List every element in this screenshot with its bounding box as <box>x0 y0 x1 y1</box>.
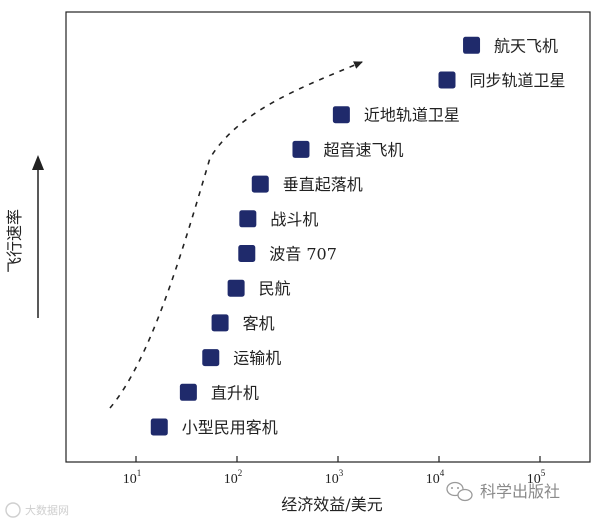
watermark-left: 大数据网 <box>5 502 69 518</box>
data-point: 直升机 <box>179 383 259 402</box>
point-marker <box>179 383 197 401</box>
point-marker <box>332 106 350 124</box>
point-marker <box>227 279 245 297</box>
point-marker <box>211 314 229 332</box>
point-label: 超音速飞机 <box>323 140 403 159</box>
point-marker <box>202 349 220 367</box>
point-label: 垂直起落机 <box>283 175 363 194</box>
data-points: 小型民用客机 直升机 运输机 客机 民航 波音 707 战斗机 垂直起落机 超音速飞机 近地轨道卫… <box>150 36 566 437</box>
x-tick-label: 105 <box>527 468 546 487</box>
point-label: 民航 <box>259 279 291 298</box>
point-label: 直升机 <box>211 383 259 402</box>
data-point: 垂直起落机 <box>251 175 363 194</box>
watermark-logo-icon <box>5 502 21 518</box>
point-marker <box>292 140 310 158</box>
point-marker <box>463 36 481 54</box>
x-axis-ticks: 101 102 103 104 105 <box>123 456 546 487</box>
y-axis-arrow-head <box>32 155 44 170</box>
point-label: 同步轨道卫星 <box>469 71 565 90</box>
data-point: 客机 <box>211 314 275 333</box>
x-tick-label: 104 <box>426 468 445 487</box>
data-point: 航天飞机 <box>463 36 558 55</box>
x-tick-label: 102 <box>224 468 243 487</box>
plot-frame <box>65 11 591 463</box>
point-marker <box>238 245 256 262</box>
point-marker <box>438 71 456 89</box>
trend-arrow <box>109 61 363 409</box>
watermark-right-text: 科学出版社 <box>480 482 560 501</box>
point-marker <box>239 210 257 228</box>
x-tick-label: 103 <box>325 468 344 487</box>
watermark-left-text: 大数据网 <box>25 503 69 517</box>
data-point: 波音 707 <box>238 245 337 264</box>
data-point: 近地轨道卫星 <box>332 106 460 125</box>
y-axis-label: 飞行速率 <box>5 209 24 273</box>
point-marker <box>150 418 168 436</box>
point-label: 战斗机 <box>270 210 318 229</box>
x-axis-label: 经济效益/美元 <box>281 495 382 514</box>
x-tick-label: 101 <box>123 468 142 487</box>
watermark-right: 科学出版社 <box>446 481 560 502</box>
data-point: 民航 <box>227 279 291 298</box>
point-marker <box>251 175 269 193</box>
data-point: 运输机 <box>202 349 281 368</box>
data-point: 小型民用客机 <box>150 418 278 437</box>
point-label: 航天飞机 <box>494 36 558 55</box>
point-label: 小型民用客机 <box>182 418 278 437</box>
data-point: 战斗机 <box>239 210 318 229</box>
point-label: 客机 <box>243 314 275 333</box>
point-label: 运输机 <box>233 349 281 368</box>
data-point: 超音速飞机 <box>292 140 403 159</box>
wechat-icon <box>446 481 473 502</box>
point-label: 近地轨道卫星 <box>364 106 460 125</box>
data-point: 同步轨道卫星 <box>438 71 566 90</box>
point-label: 波音 707 <box>269 245 337 264</box>
